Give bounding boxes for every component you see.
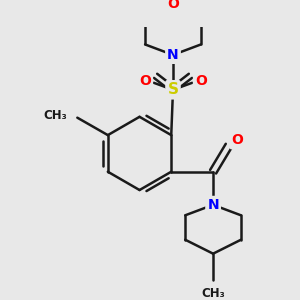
Text: O: O [232, 133, 243, 147]
Text: N: N [167, 48, 179, 62]
Text: CH₃: CH₃ [201, 287, 225, 300]
Text: S: S [167, 82, 178, 97]
Text: CH₃: CH₃ [43, 110, 67, 122]
Text: O: O [139, 74, 151, 88]
Text: N: N [207, 198, 219, 212]
Text: O: O [167, 0, 179, 11]
Text: O: O [195, 74, 207, 88]
